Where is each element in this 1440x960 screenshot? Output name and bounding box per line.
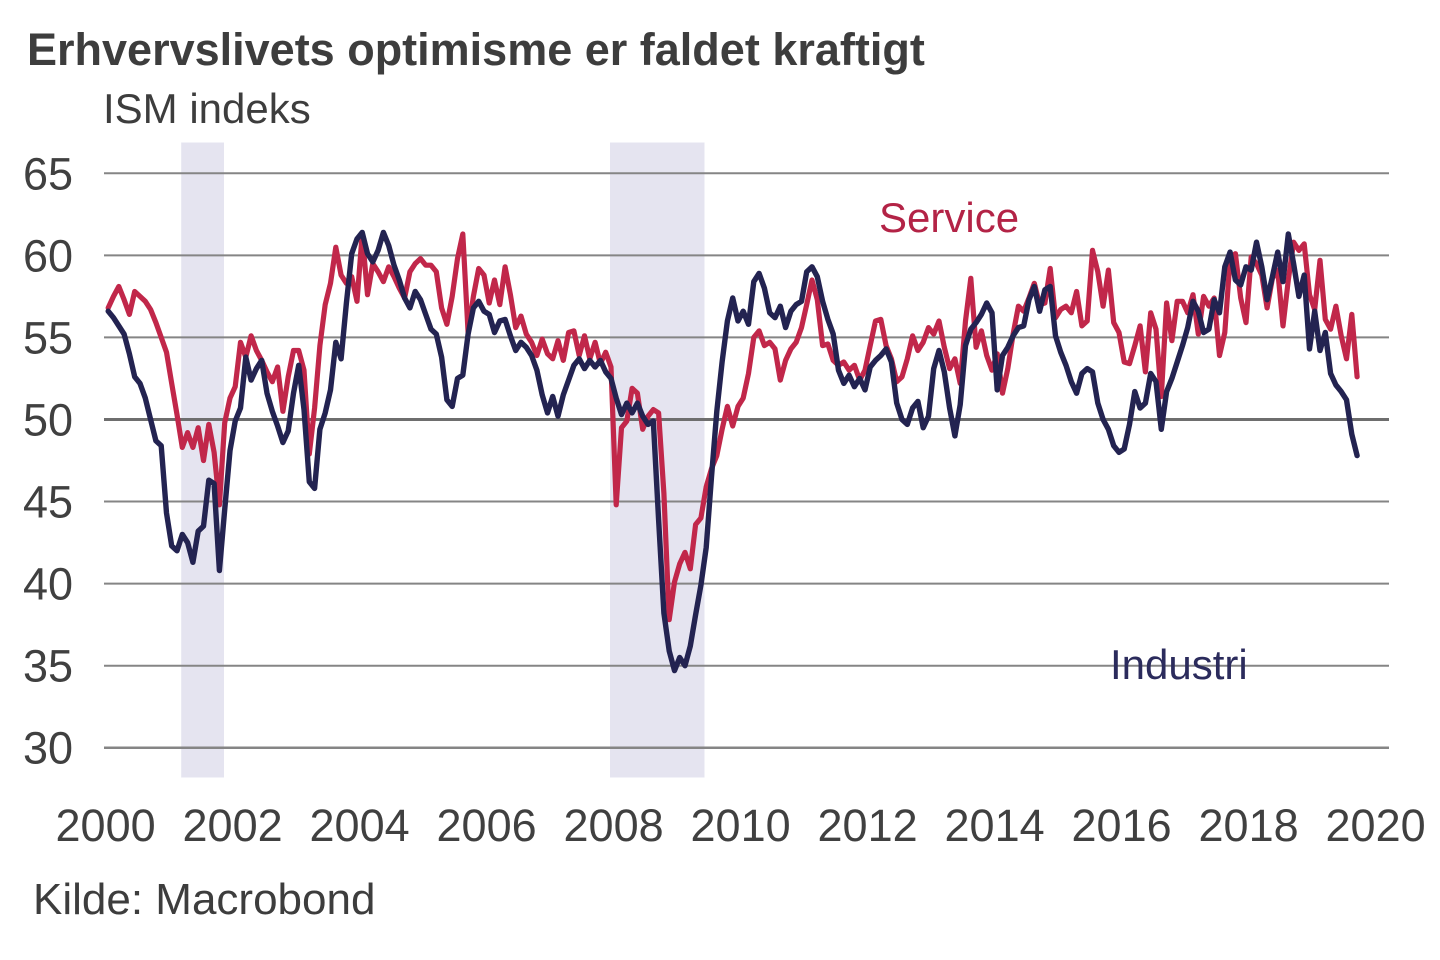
svg-text:30: 30 [23, 723, 73, 774]
svg-text:2000: 2000 [56, 800, 156, 851]
svg-text:2018: 2018 [1199, 800, 1299, 851]
svg-text:50: 50 [23, 395, 73, 446]
svg-text:60: 60 [23, 230, 73, 281]
svg-text:2020: 2020 [1326, 800, 1426, 851]
svg-text:2008: 2008 [564, 800, 664, 851]
svg-text:55: 55 [23, 312, 73, 363]
svg-text:2006: 2006 [437, 800, 537, 851]
svg-text:Service: Service [879, 194, 1019, 241]
svg-text:2012: 2012 [818, 800, 918, 851]
svg-text:Erhvervslivets optimisme er fa: Erhvervslivets optimisme er faldet kraft… [27, 24, 925, 75]
svg-text:ISM indeks: ISM indeks [103, 85, 311, 132]
svg-text:2014: 2014 [945, 800, 1045, 851]
svg-text:65: 65 [23, 148, 73, 199]
svg-text:2016: 2016 [1072, 800, 1172, 851]
svg-text:35: 35 [23, 641, 73, 692]
svg-text:Industri: Industri [1110, 641, 1248, 688]
svg-text:45: 45 [23, 477, 73, 528]
svg-text:Kilde: Macrobond: Kilde: Macrobond [33, 875, 375, 924]
svg-text:2004: 2004 [310, 800, 410, 851]
svg-text:2010: 2010 [691, 800, 791, 851]
svg-text:2002: 2002 [183, 800, 283, 851]
svg-text:40: 40 [23, 559, 73, 610]
